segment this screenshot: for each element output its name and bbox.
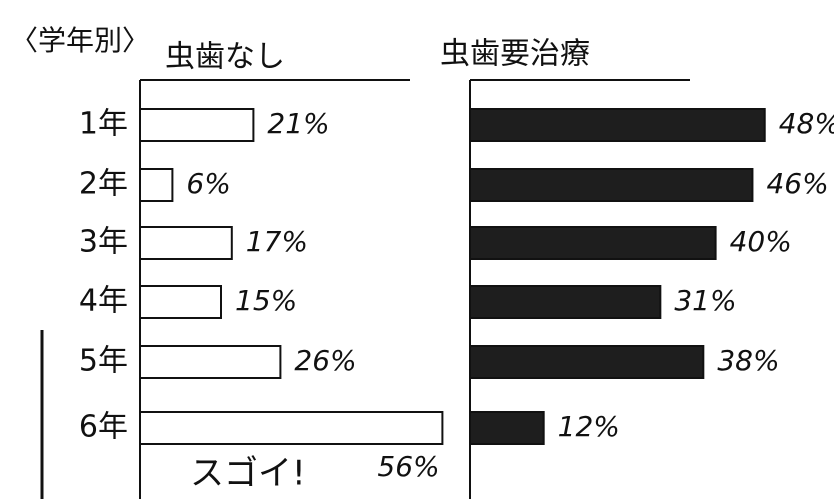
bar (139, 411, 444, 445)
bar (469, 411, 545, 445)
bar (139, 285, 222, 319)
bar (469, 345, 705, 379)
bar (469, 108, 766, 142)
heading: 〈学年別〉 (10, 24, 150, 57)
bar (139, 345, 282, 379)
category-label: 4年 (79, 284, 128, 319)
value-label: 40% (730, 225, 792, 258)
bar (469, 168, 754, 202)
category-label: 1年 (79, 107, 128, 142)
category-label: 2年 (79, 167, 128, 202)
value-label: 21% (267, 107, 329, 140)
category-label: 5年 (79, 344, 128, 379)
bar (139, 108, 255, 142)
chart-title: 虫歯なし (165, 40, 285, 75)
value-label: 38% (717, 344, 779, 377)
bar (469, 285, 662, 319)
category-label: 6年 (79, 410, 128, 445)
value-label: 12% (558, 410, 620, 443)
value-label: 48% (779, 107, 834, 140)
value-label: 46% (766, 167, 828, 200)
chart-title: 虫歯要治療 (440, 37, 590, 72)
bar (139, 168, 174, 202)
bar (139, 226, 233, 260)
bar (469, 226, 717, 260)
value-label: 56% (377, 450, 439, 483)
category-label: 3年 (79, 225, 128, 260)
value-label: 6% (186, 167, 230, 200)
value-label: 17% (246, 225, 308, 258)
annotation: スゴイ! (190, 454, 306, 494)
value-label: 26% (294, 344, 356, 377)
value-label: 31% (674, 284, 736, 317)
value-label: 15% (235, 284, 297, 317)
